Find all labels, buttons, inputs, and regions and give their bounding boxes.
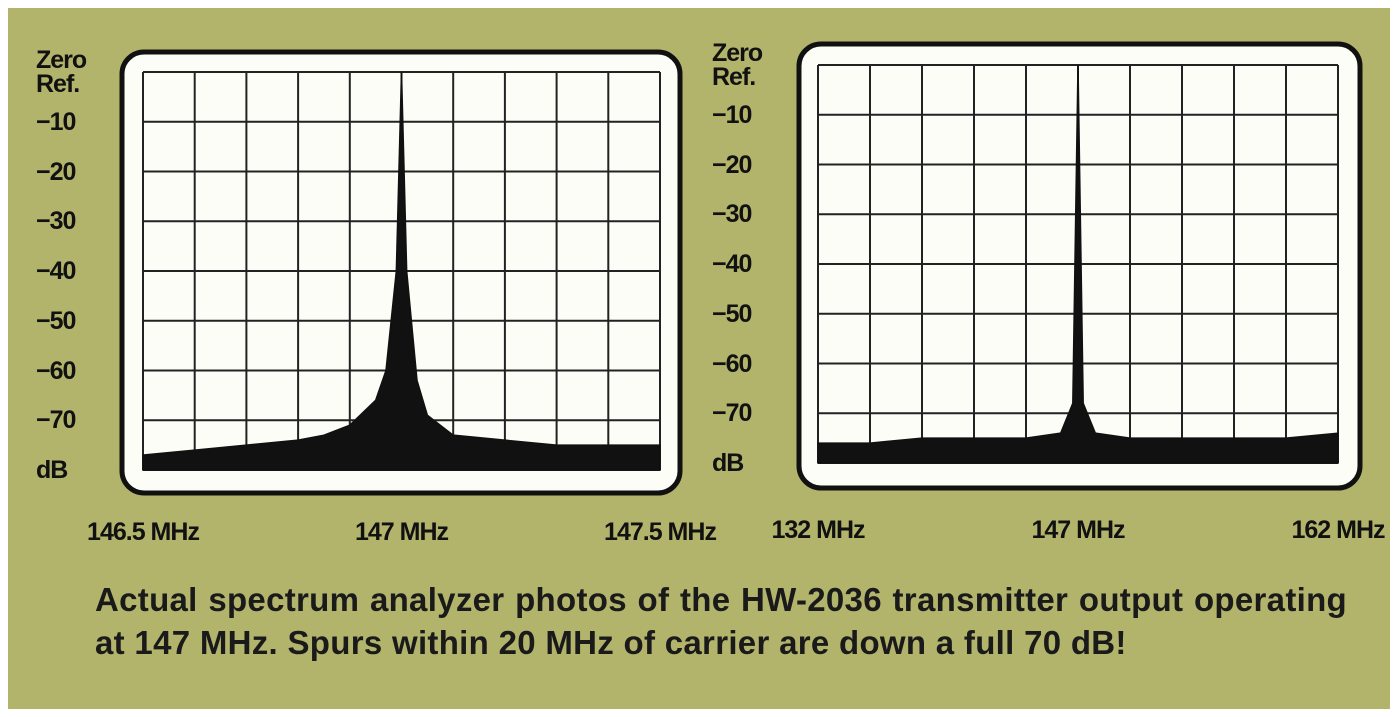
y-tick-label: Zero Ref. — [36, 48, 106, 96]
y-tick-label: −20 — [36, 160, 106, 184]
y-tick-label: −20 — [712, 153, 782, 177]
y-tick-label: −70 — [712, 401, 782, 425]
y-tick-label: dB — [36, 458, 106, 482]
x-tick-label: 147 MHz — [355, 520, 448, 544]
x-tick-label: 146.5 MHz — [87, 520, 199, 544]
y-tick-label: −10 — [712, 103, 782, 127]
y-tick-label: −40 — [36, 259, 106, 283]
y-tick-label: −60 — [36, 359, 106, 383]
y-tick-label: Zero Ref. — [712, 41, 782, 89]
y-tick-label: −10 — [36, 110, 106, 134]
y-tick-label: −40 — [712, 252, 782, 276]
y-tick-label: −30 — [36, 209, 106, 233]
page: Actual spectrum analyzer photos of the H… — [0, 0, 1398, 717]
x-tick-label: 147.5 MHz — [604, 520, 716, 544]
y-tick-label: −60 — [712, 352, 782, 376]
x-tick-label: 132 MHz — [771, 518, 864, 542]
y-tick-label: dB — [712, 451, 782, 475]
y-tick-label: −50 — [712, 302, 782, 326]
x-tick-label: 147 MHz — [1031, 518, 1124, 542]
caption: Actual spectrum analyzer photos of the H… — [95, 578, 1347, 664]
y-tick-label: −70 — [36, 408, 106, 432]
y-tick-label: −50 — [36, 309, 106, 333]
y-tick-label: −30 — [712, 202, 782, 226]
x-tick-label: 162 MHz — [1291, 518, 1384, 542]
